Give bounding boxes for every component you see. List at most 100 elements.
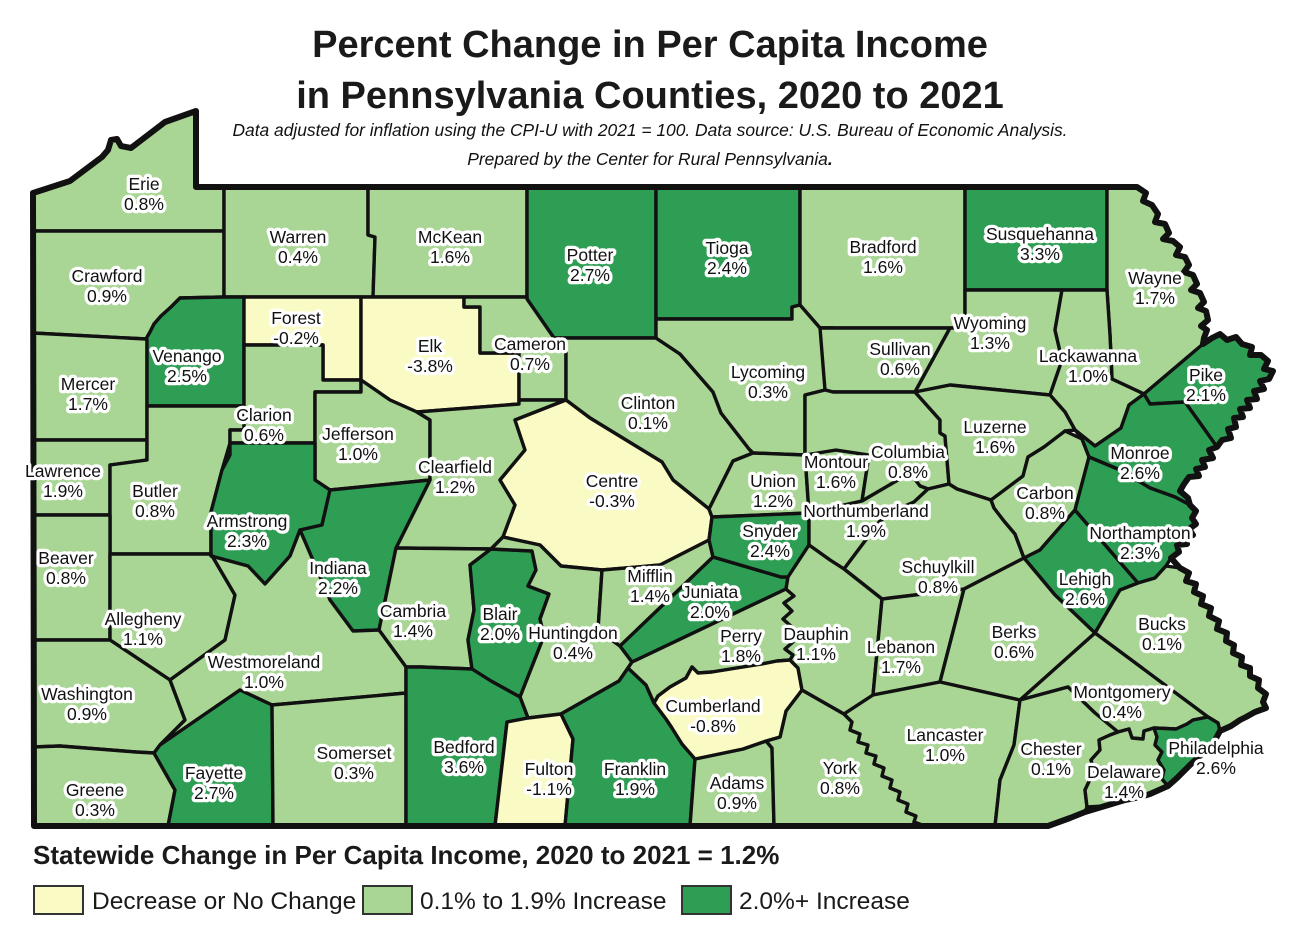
svg-text:Pike: Pike bbox=[1189, 365, 1223, 385]
svg-text:2.2%: 2.2% bbox=[318, 578, 358, 598]
svg-text:-3.8%: -3.8% bbox=[407, 356, 453, 376]
svg-text:Schuylkill: Schuylkill bbox=[902, 557, 975, 577]
svg-text:0.3%: 0.3% bbox=[748, 382, 788, 402]
svg-text:2.6%: 2.6% bbox=[1120, 463, 1160, 483]
svg-text:3.3%: 3.3% bbox=[1020, 244, 1060, 264]
svg-text:Monroe: Monroe bbox=[1110, 443, 1169, 463]
svg-text:Centre: Centre bbox=[586, 471, 639, 491]
svg-text:1.6%: 1.6% bbox=[863, 257, 903, 277]
svg-text:Adams: Adams bbox=[710, 773, 765, 793]
svg-text:0.8%: 0.8% bbox=[135, 501, 175, 521]
svg-text:Elk: Elk bbox=[418, 336, 443, 356]
svg-text:Fayette: Fayette bbox=[185, 763, 243, 783]
svg-text:Berks: Berks bbox=[992, 622, 1037, 642]
svg-text:1.7%: 1.7% bbox=[1135, 288, 1175, 308]
svg-text:Erie: Erie bbox=[128, 174, 159, 194]
svg-text:-0.3%: -0.3% bbox=[589, 491, 635, 511]
svg-text:2.1%: 2.1% bbox=[1186, 385, 1226, 405]
svg-text:Greene: Greene bbox=[66, 780, 124, 800]
svg-text:Tioga: Tioga bbox=[705, 238, 748, 258]
svg-text:1.4%: 1.4% bbox=[393, 621, 433, 641]
svg-text:2.3%: 2.3% bbox=[1120, 543, 1160, 563]
svg-text:Jefferson: Jefferson bbox=[322, 424, 394, 444]
svg-text:0.6%: 0.6% bbox=[244, 425, 284, 445]
svg-text:Cambria: Cambria bbox=[380, 601, 446, 621]
svg-text:0.8%: 0.8% bbox=[1025, 503, 1065, 523]
svg-text:2.4%: 2.4% bbox=[707, 258, 747, 278]
svg-text:1.0%: 1.0% bbox=[925, 745, 965, 765]
svg-text:3.6%: 3.6% bbox=[444, 757, 484, 777]
svg-text:Wyoming: Wyoming bbox=[954, 313, 1027, 333]
svg-text:0.1%: 0.1% bbox=[628, 413, 668, 433]
svg-text:1.0%: 1.0% bbox=[244, 672, 284, 692]
svg-text:2.6%: 2.6% bbox=[1196, 758, 1236, 778]
svg-text:Westmoreland: Westmoreland bbox=[208, 652, 321, 672]
svg-text:Lawrence: Lawrence bbox=[25, 461, 101, 481]
svg-text:0.8%: 0.8% bbox=[124, 194, 164, 214]
svg-text:Wayne: Wayne bbox=[1128, 268, 1182, 288]
svg-text:2.5%: 2.5% bbox=[167, 366, 207, 386]
svg-text:0.1%: 0.1% bbox=[1031, 759, 1071, 779]
svg-text:1.4%: 1.4% bbox=[1104, 782, 1144, 802]
svg-text:Montour: Montour bbox=[804, 452, 868, 472]
svg-text:2.4%: 2.4% bbox=[750, 541, 790, 561]
svg-text:1.6%: 1.6% bbox=[816, 472, 856, 492]
svg-text:1.8%: 1.8% bbox=[721, 646, 761, 666]
svg-text:1.1%: 1.1% bbox=[123, 629, 163, 649]
svg-text:0.8%: 0.8% bbox=[888, 462, 928, 482]
svg-text:Susquehanna: Susquehanna bbox=[986, 224, 1094, 244]
svg-text:2.3%: 2.3% bbox=[227, 531, 267, 551]
svg-text:Montgomery: Montgomery bbox=[1073, 682, 1171, 702]
svg-text:Lebanon: Lebanon bbox=[867, 637, 935, 657]
svg-text:Allegheny: Allegheny bbox=[105, 609, 182, 629]
svg-text:Sullivan: Sullivan bbox=[869, 339, 930, 359]
svg-text:Lycoming: Lycoming bbox=[731, 362, 805, 382]
svg-text:Clinton: Clinton bbox=[621, 393, 675, 413]
svg-text:Potter: Potter bbox=[567, 245, 614, 265]
svg-text:Fulton: Fulton bbox=[525, 759, 574, 779]
svg-text:1.9%: 1.9% bbox=[615, 779, 655, 799]
svg-text:2.0%: 2.0% bbox=[690, 602, 730, 622]
svg-text:0.8%: 0.8% bbox=[820, 778, 860, 798]
svg-text:1.7%: 1.7% bbox=[881, 657, 921, 677]
svg-text:0.4%: 0.4% bbox=[553, 643, 593, 663]
svg-text:1.0%: 1.0% bbox=[1068, 366, 1108, 386]
svg-text:Venango: Venango bbox=[152, 346, 221, 366]
svg-text:Lehigh: Lehigh bbox=[1059, 569, 1112, 589]
svg-text:2.7%: 2.7% bbox=[570, 265, 610, 285]
svg-text:0.9%: 0.9% bbox=[87, 286, 127, 306]
svg-text:Chester: Chester bbox=[1020, 739, 1081, 759]
svg-text:Mifflin: Mifflin bbox=[627, 566, 672, 586]
svg-text:1.6%: 1.6% bbox=[975, 437, 1015, 457]
svg-text:Clarion: Clarion bbox=[236, 405, 291, 425]
svg-text:Blair: Blair bbox=[482, 604, 517, 624]
svg-text:0.9%: 0.9% bbox=[67, 704, 107, 724]
svg-text:Huntingdon: Huntingdon bbox=[528, 623, 618, 643]
svg-text:Cameron: Cameron bbox=[494, 334, 566, 354]
svg-text:Mercer: Mercer bbox=[61, 374, 116, 394]
svg-text:Crawford: Crawford bbox=[72, 266, 143, 286]
svg-text:York: York bbox=[823, 758, 858, 778]
svg-text:0.3%: 0.3% bbox=[75, 800, 115, 820]
svg-text:0.3%: 0.3% bbox=[334, 763, 374, 783]
svg-text:McKean: McKean bbox=[418, 227, 482, 247]
svg-text:1.7%: 1.7% bbox=[68, 394, 108, 414]
svg-text:-0.8%: -0.8% bbox=[690, 716, 736, 736]
svg-text:0.6%: 0.6% bbox=[994, 642, 1034, 662]
svg-text:0.4%: 0.4% bbox=[1102, 702, 1142, 722]
svg-text:Northumberland: Northumberland bbox=[803, 501, 928, 521]
svg-text:1.2%: 1.2% bbox=[753, 491, 793, 511]
svg-text:Dauphin: Dauphin bbox=[783, 624, 848, 644]
svg-text:Bedford: Bedford bbox=[433, 737, 494, 757]
svg-text:1.4%: 1.4% bbox=[630, 586, 670, 606]
svg-text:1.1%: 1.1% bbox=[796, 644, 836, 664]
svg-text:Union: Union bbox=[750, 471, 796, 491]
svg-text:Somerset: Somerset bbox=[317, 743, 392, 763]
svg-text:Northampton: Northampton bbox=[1089, 523, 1190, 543]
svg-text:Columbia: Columbia bbox=[871, 442, 945, 462]
svg-text:Carbon: Carbon bbox=[1016, 483, 1073, 503]
svg-text:0.9%: 0.9% bbox=[717, 793, 757, 813]
svg-text:Cumberland: Cumberland bbox=[665, 696, 760, 716]
svg-text:-1.1%: -1.1% bbox=[526, 779, 572, 799]
svg-text:Bucks: Bucks bbox=[1138, 614, 1186, 634]
